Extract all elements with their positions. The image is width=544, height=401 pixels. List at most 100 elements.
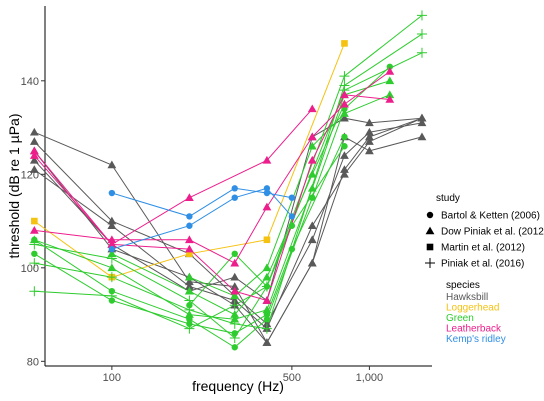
data-point — [288, 245, 296, 253]
legend-study-key — [426, 211, 434, 219]
data-point — [340, 109, 349, 117]
data-point — [288, 222, 296, 229]
data-point — [186, 222, 193, 229]
data-point — [29, 226, 39, 234]
data-point — [288, 194, 296, 201]
data-point — [108, 245, 116, 253]
data-point — [108, 189, 116, 197]
data-point — [29, 127, 39, 136]
series-line — [34, 33, 423, 330]
data-point — [263, 316, 271, 323]
data-point — [262, 319, 272, 328]
data-point — [107, 235, 117, 244]
data-point — [307, 235, 317, 244]
data-point — [107, 221, 117, 230]
data-point — [262, 338, 272, 346]
data-point — [231, 344, 238, 351]
legend-species-label: Kemp's ridley — [446, 334, 506, 345]
data-point — [307, 104, 317, 113]
x-axis-title: frequency (Hz) — [192, 378, 284, 394]
data-point — [29, 165, 39, 173]
data-point — [307, 132, 317, 141]
data-point — [184, 235, 194, 244]
series-line — [34, 66, 391, 348]
y-axis-ticks: 80 100 120 140 — [21, 76, 45, 368]
series-line — [34, 71, 391, 264]
data-point — [107, 240, 117, 248]
data-point — [230, 291, 240, 300]
data-point — [263, 236, 271, 244]
legend-study-label: Bartol & Ketten (2006) — [441, 211, 540, 222]
data-point — [230, 314, 240, 323]
data-point — [365, 118, 374, 127]
x-tick-label: 1,000 — [356, 372, 384, 384]
data-point — [288, 213, 296, 220]
series-line — [33, 108, 313, 246]
data-point — [263, 189, 271, 197]
data-point — [230, 282, 240, 290]
series-line — [189, 146, 345, 306]
data-point — [385, 95, 395, 103]
x-tick-label: 500 — [283, 372, 301, 384]
data-point — [307, 258, 317, 267]
data-point — [365, 146, 374, 155]
data-point — [29, 235, 39, 244]
series-line — [33, 94, 390, 302]
data-point — [230, 272, 240, 281]
data-point — [230, 296, 240, 304]
x-axis-ticks: 100 500 1,000 — [103, 366, 383, 384]
data-point — [340, 165, 349, 173]
data-point — [261, 323, 272, 334]
data-point — [31, 250, 38, 257]
legend-study-label: Martin et al. (2012) — [441, 243, 525, 254]
legend-study-key — [425, 226, 435, 235]
data-point — [184, 272, 194, 281]
data-point — [231, 250, 238, 257]
series-lines — [33, 15, 423, 348]
data-point — [385, 90, 395, 99]
series-line — [111, 103, 345, 316]
data-point — [29, 151, 39, 159]
data-point — [340, 169, 349, 178]
data-point — [365, 127, 374, 136]
data-point — [307, 141, 317, 150]
legend-study-key — [426, 243, 434, 251]
data-point — [340, 99, 349, 108]
legend-study-title: study — [436, 193, 460, 204]
data-point — [417, 113, 427, 122]
data-point — [230, 258, 240, 267]
legend-species-label: Loggerhead — [446, 303, 499, 314]
data-point — [229, 332, 240, 343]
data-point — [186, 250, 193, 258]
data-point — [341, 143, 348, 150]
data-point — [184, 323, 195, 334]
data-point — [184, 295, 195, 306]
y-tick-label: 120 — [21, 169, 39, 181]
y-tick-label: 140 — [21, 76, 39, 88]
data-point — [416, 47, 427, 58]
data-point — [107, 263, 117, 272]
data-point — [262, 155, 272, 164]
data-point — [417, 132, 427, 141]
data-point — [262, 202, 272, 211]
data-point — [386, 63, 394, 70]
data-point — [230, 310, 240, 318]
series-line — [34, 80, 390, 320]
data-point — [385, 76, 395, 85]
data-point — [365, 132, 374, 141]
y-tick-label: 80 — [27, 356, 39, 368]
data-point — [341, 40, 348, 47]
x-tick-label: 100 — [103, 372, 121, 384]
data-point — [231, 194, 238, 201]
data-point — [385, 67, 395, 75]
data-point — [416, 29, 427, 40]
data-point — [416, 10, 427, 21]
series-markers — [29, 10, 427, 351]
series-line — [33, 117, 423, 302]
data-point — [106, 253, 117, 264]
y-axis-title: threshold (dB re 1 µPa) — [6, 113, 22, 258]
data-point — [229, 300, 240, 311]
data-point — [339, 71, 350, 82]
data-point — [307, 155, 317, 164]
data-point — [341, 133, 348, 141]
